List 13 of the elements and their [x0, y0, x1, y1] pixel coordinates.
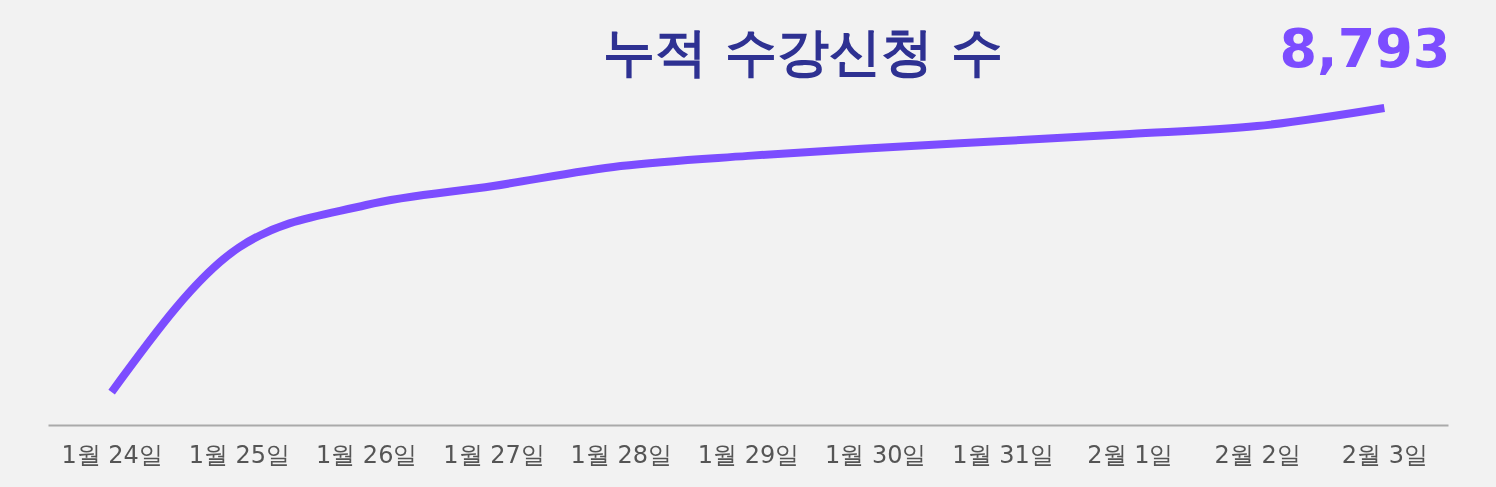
x-tick-label: 2월 2일 — [1214, 440, 1301, 469]
chart-title: 누적 수강신청 수 — [602, 22, 1004, 82]
x-tick-label: 1월 26일 — [315, 440, 418, 469]
x-tick-label: 1월 29일 — [697, 440, 800, 469]
x-tick-label: 1월 30일 — [825, 440, 927, 469]
x-tick-label: 1월 28일 — [570, 440, 672, 469]
annotation: 8,793 — [1279, 17, 1451, 80]
x-tick-label: 2월 1일 — [1087, 440, 1174, 469]
x-tick-label: 1월 24일 — [61, 440, 163, 469]
x-tick-label: 1월 27일 — [443, 440, 545, 469]
x-tick-label: 2월 3일 — [1341, 440, 1428, 469]
x-tick-label: 1월 31일 — [952, 440, 1054, 469]
x-tick-label: 1월 25일 — [188, 440, 291, 469]
